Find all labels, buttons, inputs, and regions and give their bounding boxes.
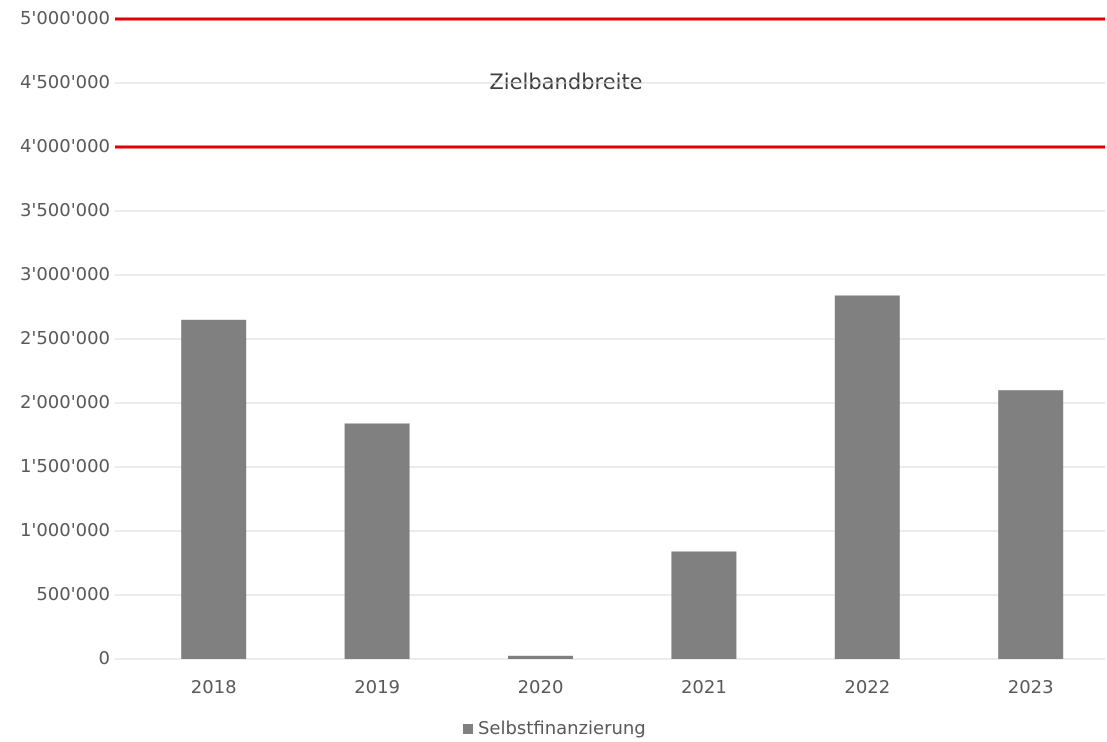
x-tick-label: 2022 — [844, 677, 890, 698]
y-tick-label: 4'500'000 — [20, 72, 110, 93]
y-tick-label: 1'000'000 — [20, 520, 110, 541]
bar — [834, 295, 900, 659]
x-tick-label: 2020 — [518, 677, 564, 698]
y-tick-label: 2'500'000 — [20, 328, 110, 349]
x-tick-label: 2019 — [354, 677, 400, 698]
y-tick-label: 500'000 — [36, 584, 110, 605]
legend-label: Selbstfinanzierung — [478, 718, 646, 739]
y-tick-label: 0 — [99, 648, 110, 669]
legend-swatch — [463, 724, 473, 734]
y-tick-label: 3'000'000 — [20, 264, 110, 285]
x-tick-label: 2021 — [681, 677, 727, 698]
y-tick-label: 1'500'000 — [20, 456, 110, 477]
bar — [671, 551, 737, 659]
y-tick-label: 2'000'000 — [20, 392, 110, 413]
y-tick-label: 4'000'000 — [20, 136, 110, 157]
x-tick-label: 2018 — [191, 677, 237, 698]
y-tick-label: 5'000'000 — [20, 8, 110, 29]
bar — [508, 655, 573, 659]
bar — [998, 390, 1064, 659]
x-tick-label: 2023 — [1008, 677, 1054, 698]
annotation: Zielbandbreite — [489, 70, 642, 94]
bar — [344, 423, 410, 659]
y-tick-label: 3'500'000 — [20, 200, 110, 221]
bar — [181, 319, 247, 659]
